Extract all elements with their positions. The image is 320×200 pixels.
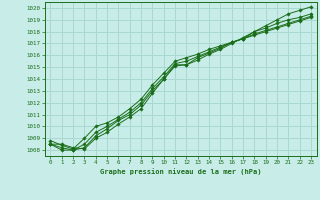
X-axis label: Graphe pression niveau de la mer (hPa): Graphe pression niveau de la mer (hPa) xyxy=(100,168,261,175)
